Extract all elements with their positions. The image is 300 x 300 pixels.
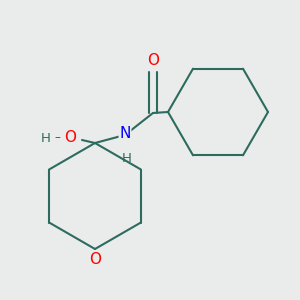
Text: O: O: [89, 252, 101, 267]
Text: H: H: [122, 152, 132, 164]
Text: O: O: [147, 53, 159, 68]
Text: –: –: [54, 131, 60, 145]
Text: H: H: [41, 131, 51, 145]
Text: N: N: [119, 125, 131, 140]
Text: O: O: [64, 130, 76, 145]
